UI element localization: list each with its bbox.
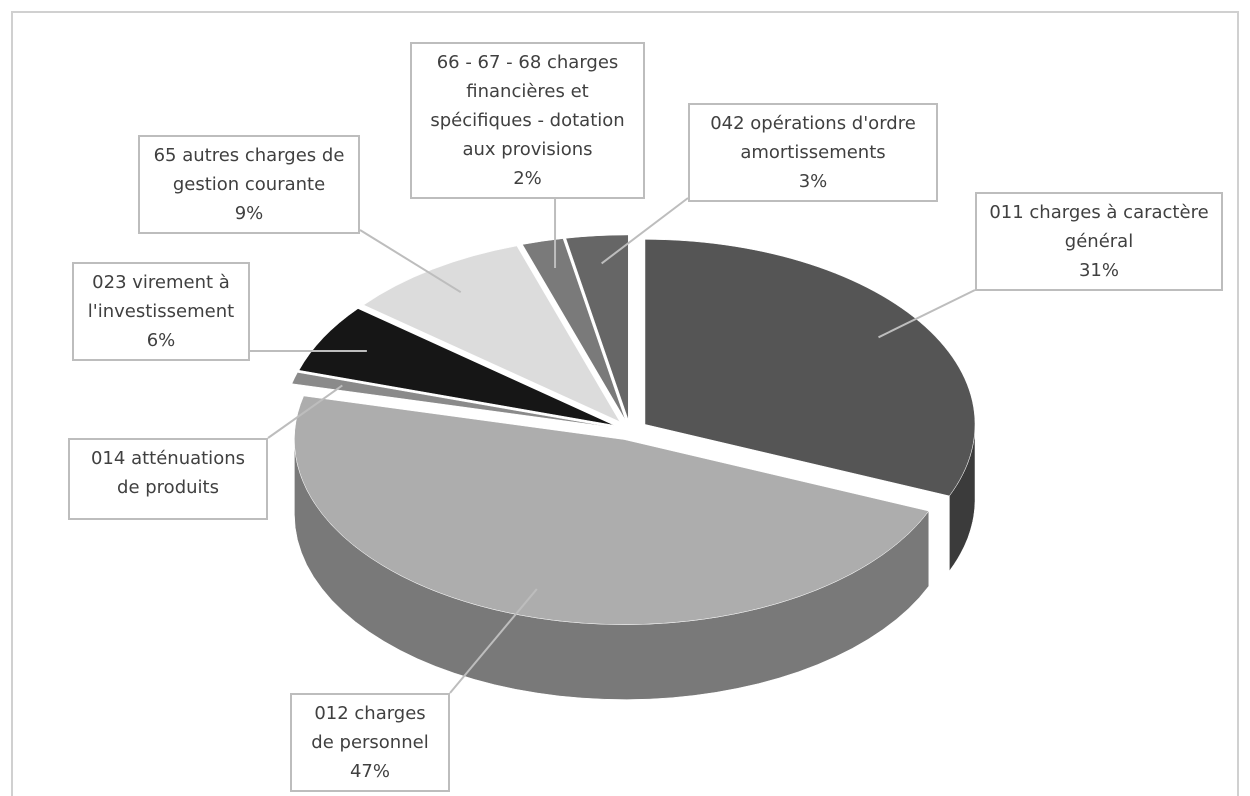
- value-label: 31%: [1078, 260, 1119, 281]
- slice: [565, 234, 629, 421]
- data-label: 65 autres charges de gestion courante 9%: [138, 135, 360, 234]
- category-label: 66 - 67 - 68 charges financières et spéc…: [430, 52, 625, 160]
- leader-line: [449, 588, 538, 694]
- category-label: 023 virement à l'investissement: [87, 272, 235, 322]
- slice: [298, 308, 615, 426]
- slice: [291, 372, 613, 428]
- value-label: 9%: [234, 203, 264, 224]
- value-label: 2%: [513, 168, 542, 189]
- slice-tops: [291, 234, 976, 625]
- category-label: 65 autres charges de gestion courante: [153, 145, 345, 195]
- category-label: 012 charges de personnel: [311, 703, 429, 753]
- data-label: 66 - 67 - 68 charges financières et spéc…: [410, 42, 645, 199]
- value-label: 3%: [798, 171, 828, 192]
- category-label: 042 opérations d'ordre amortissements: [710, 113, 916, 163]
- data-label: 011 charges à caractère général 31%: [975, 192, 1223, 291]
- slice: [294, 395, 930, 625]
- category-label: 014 atténuations de produits: [90, 448, 245, 498]
- leader-line: [359, 229, 462, 294]
- value-label: 6%: [146, 330, 176, 351]
- chart-border: [11, 11, 1239, 796]
- data-label: 012 charges de personnel 47%: [290, 693, 450, 792]
- slice: [363, 245, 621, 423]
- slice: [522, 238, 626, 421]
- value-label: 47%: [349, 761, 390, 782]
- leader-line: [878, 289, 976, 339]
- leaders: [250, 192, 976, 694]
- data-label: 042 opérations d'ordre amortissements 3%: [688, 103, 938, 202]
- leader-line: [601, 197, 689, 265]
- leader-line: [267, 384, 343, 439]
- slice: [644, 239, 976, 497]
- data-label: 023 virement à l'investissement 6%: [72, 262, 250, 361]
- data-label: 014 atténuations de produits: [68, 438, 268, 520]
- category-label: 011 charges à caractère général: [989, 202, 1209, 252]
